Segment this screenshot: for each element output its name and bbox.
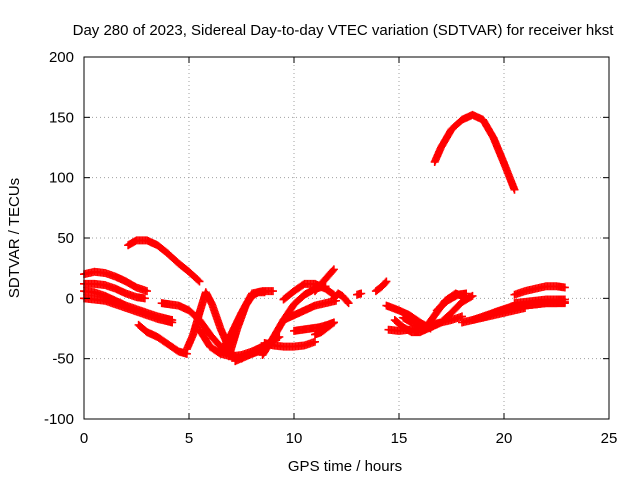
series-arc-19 xyxy=(311,318,338,339)
y-tick-label: 50 xyxy=(57,230,74,247)
y-tick-label: 0 xyxy=(66,290,74,307)
y-tick-label: -100 xyxy=(44,411,74,428)
chart-title: Day 280 of 2023, Sidereal Day-to-day VTE… xyxy=(73,22,615,39)
series-arc-18 xyxy=(311,265,338,296)
grid-lines xyxy=(84,57,609,419)
data-marks xyxy=(80,110,569,366)
x-tick-label: 10 xyxy=(286,430,303,447)
data-point xyxy=(560,283,569,292)
y-axis-label: SDTVAR / TECUs xyxy=(6,178,23,298)
data-point xyxy=(462,289,471,298)
data-point xyxy=(357,289,366,298)
x-tick-label: 25 xyxy=(601,430,618,447)
x-tick-label: 5 xyxy=(185,430,193,447)
data-point xyxy=(560,295,569,304)
series-arc-4 xyxy=(80,294,177,327)
series-arc-22 xyxy=(371,277,391,296)
data-point xyxy=(260,288,269,297)
series-arc-5 xyxy=(124,236,204,286)
series-arc-15 xyxy=(279,296,340,325)
data-point xyxy=(510,185,519,194)
series-arc-2 xyxy=(80,279,149,303)
x-tick-label: 0 xyxy=(80,430,88,447)
series-arc-35 xyxy=(510,282,569,299)
data-point xyxy=(468,291,477,300)
series-arc-34 xyxy=(510,295,569,308)
data-point xyxy=(140,294,149,303)
data-point xyxy=(328,266,337,275)
data-point xyxy=(194,276,203,285)
data-point xyxy=(269,287,277,296)
series-arc-20 xyxy=(329,289,353,308)
data-point xyxy=(329,265,338,274)
series-arc-28 xyxy=(432,289,471,315)
series-arc-21 xyxy=(353,289,366,299)
series-arc-29 xyxy=(430,110,519,194)
data-point xyxy=(328,319,337,328)
x-axis-label: GPS time / hours xyxy=(288,458,402,475)
series-arc-1 xyxy=(80,267,151,296)
data-point xyxy=(381,278,390,287)
series-arc-11 xyxy=(224,288,269,361)
data-point xyxy=(329,318,338,327)
x-tick-label: 20 xyxy=(496,430,513,447)
data-point xyxy=(195,277,204,286)
x-tick-label: 15 xyxy=(391,430,408,447)
series-arc-6 xyxy=(134,320,191,358)
data-point xyxy=(382,277,391,286)
data-point xyxy=(344,299,353,308)
y-tick-label: 200 xyxy=(49,49,74,66)
y-tick-label: -50 xyxy=(52,351,74,368)
data-point xyxy=(311,337,319,346)
data-point xyxy=(168,318,177,327)
y-tick-label: 100 xyxy=(49,170,74,187)
data-point xyxy=(343,297,352,306)
axis-ticks: 0 5 10 15 20 25 -100 -50 0 50 100 150 200 xyxy=(44,49,617,447)
y-tick-label: 150 xyxy=(49,109,74,126)
data-point xyxy=(143,287,151,296)
